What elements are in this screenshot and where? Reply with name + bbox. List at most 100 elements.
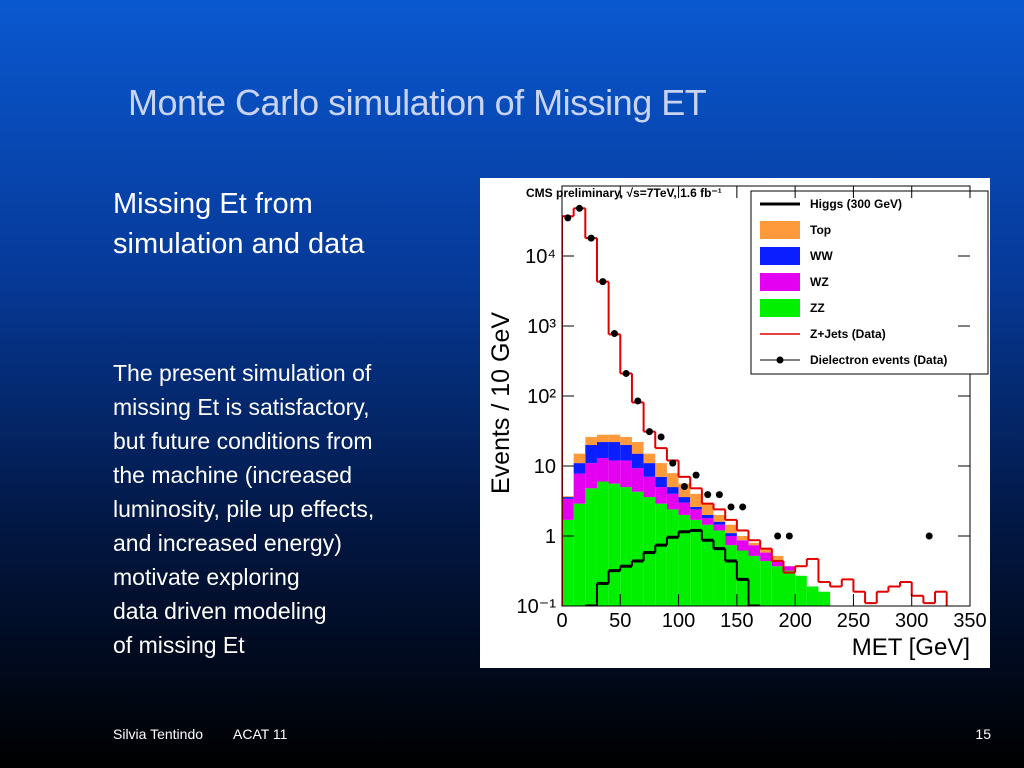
legend-label: Higgs (300 GeV) — [810, 197, 902, 211]
stack-segment — [643, 476, 656, 498]
stack-segment — [818, 591, 831, 606]
stack-segment — [783, 570, 796, 606]
footer-page: 15 — [975, 726, 991, 742]
stack-segment — [655, 503, 667, 606]
legend-swatch — [760, 221, 800, 239]
x-tick-label: 0 — [556, 610, 567, 632]
stack-segment — [573, 463, 586, 474]
stack-segment — [573, 473, 586, 504]
data-point — [669, 459, 677, 467]
y-tick-label: 10⁴ — [525, 246, 556, 268]
stack-segment — [631, 468, 644, 492]
stack-segment — [736, 536, 749, 541]
text-line: Missing Et from — [113, 188, 313, 220]
text-line: of missing Et — [113, 632, 245, 658]
stack-segment — [643, 463, 656, 477]
stack-segment — [585, 463, 597, 489]
stack-segment — [690, 493, 702, 507]
stack-segment — [562, 496, 574, 498]
stack-segment — [562, 519, 574, 606]
data-point — [739, 503, 747, 511]
stack-segment — [736, 540, 749, 551]
x-tick-label: 350 — [953, 610, 986, 632]
stack-segment — [562, 497, 574, 499]
data-point — [564, 214, 572, 222]
data-point — [622, 369, 630, 377]
stack-segment — [596, 434, 609, 443]
y-tick-label: 10³ — [527, 316, 556, 338]
x-axis-label: MET [GeV] — [852, 634, 970, 661]
data-point — [680, 482, 688, 490]
stack-segment — [585, 436, 597, 445]
stack-segment — [596, 481, 609, 606]
y-tick-label: 10⁻¹ — [517, 596, 557, 618]
stack-segment — [678, 483, 691, 498]
y-tick-label: 10² — [527, 386, 556, 408]
legend-swatch — [776, 356, 784, 364]
stack-segment — [795, 575, 807, 606]
x-tick-label: 250 — [837, 610, 870, 632]
x-tick-label: 300 — [895, 610, 928, 632]
data-point — [704, 491, 712, 499]
legend-swatch — [760, 299, 800, 317]
text-line: and increased energy) — [113, 530, 342, 556]
stack-segment — [666, 473, 679, 488]
stack-segment — [573, 453, 586, 464]
stack-segment — [631, 453, 644, 469]
stack-segment — [725, 533, 737, 536]
text-line: data driven modeling — [113, 598, 327, 624]
stack-segment — [666, 509, 679, 606]
stack-segment — [608, 483, 621, 606]
footer-author: Silvia Tentindo — [113, 726, 204, 742]
stack-segment — [701, 514, 714, 519]
stack-segment — [620, 460, 632, 488]
data-point — [610, 330, 618, 338]
y-tick-label: 1 — [545, 526, 556, 548]
stack-segment — [690, 506, 702, 510]
stack-segment — [725, 524, 737, 534]
legend-label: ZZ — [810, 301, 825, 315]
stack-segment — [713, 530, 726, 606]
stack-segment — [678, 497, 691, 503]
stack-segment — [608, 460, 621, 484]
data-point — [785, 532, 793, 540]
data-point — [634, 397, 642, 405]
stack-segment — [631, 491, 644, 606]
data-point — [599, 278, 607, 286]
stack-segment — [748, 545, 761, 556]
stack-segment — [725, 536, 737, 546]
stack-segment — [596, 442, 609, 459]
stack-segment — [771, 555, 784, 561]
stack-segment — [760, 548, 772, 553]
plot-area — [562, 204, 948, 606]
stack-segment — [725, 545, 737, 606]
stack-segment — [690, 519, 702, 606]
stack-segment — [748, 542, 761, 546]
text-line: missing Et is satisfactory, — [113, 394, 370, 420]
data-point — [774, 532, 782, 540]
stack-segment — [771, 560, 784, 567]
text-line: the machine (increased — [113, 462, 353, 488]
stack-segment — [620, 444, 632, 461]
stack-segment — [655, 463, 667, 477]
legend-label: WW — [810, 249, 833, 263]
x-tick-label: 100 — [662, 610, 695, 632]
stack-segment — [562, 498, 574, 520]
stack-segment — [713, 524, 726, 531]
slide-title: Monte Carlo simulation of Missing ET — [128, 82, 707, 123]
stack-segment — [620, 436, 632, 445]
stack-segment — [573, 503, 586, 606]
stack-segment — [655, 476, 667, 488]
stack-segment — [608, 442, 621, 461]
y-tick-label: 10 — [534, 456, 556, 478]
stack-segment — [643, 453, 656, 464]
text-line: motivate exploring — [113, 564, 300, 590]
stack-segment — [631, 442, 644, 454]
footer-event: ACAT 11 — [233, 726, 288, 742]
stack-segment — [690, 509, 702, 520]
stack-segment — [713, 514, 726, 522]
stack-segment — [783, 566, 796, 571]
data-point — [715, 491, 723, 499]
